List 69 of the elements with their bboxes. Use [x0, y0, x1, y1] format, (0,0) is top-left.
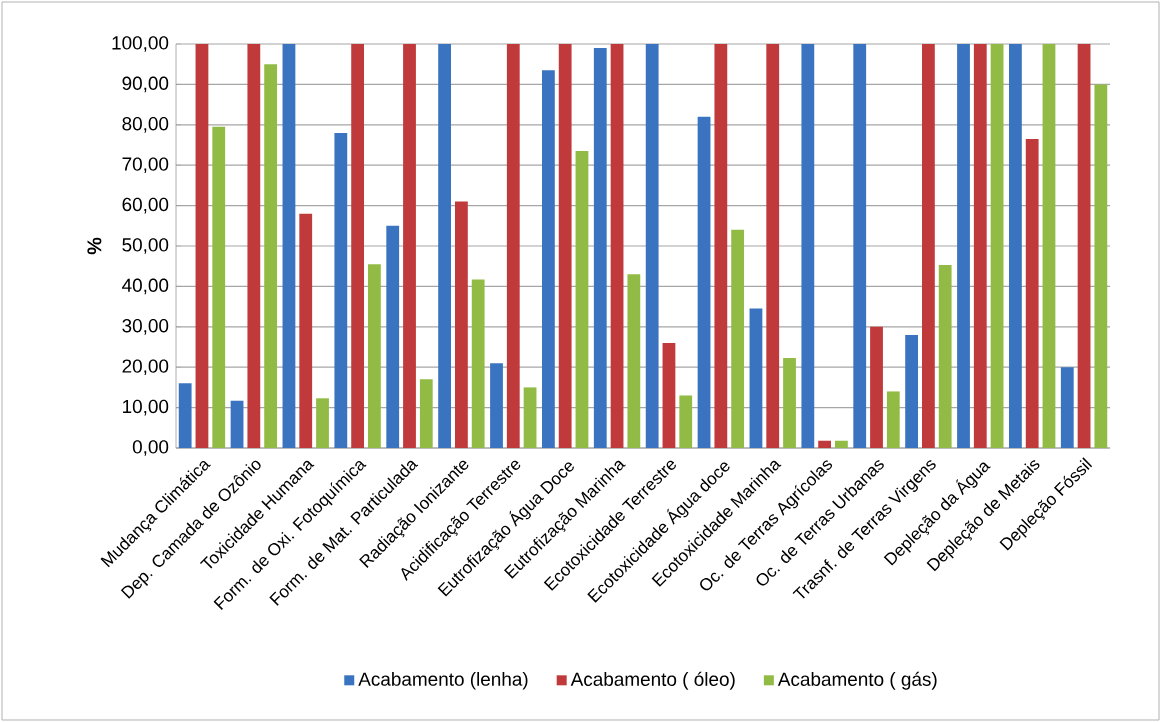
bar: [957, 43, 970, 448]
bar: [1094, 84, 1108, 448]
bar: [679, 395, 693, 448]
bar: [627, 274, 641, 448]
y-tick-label: 40,00: [122, 278, 169, 295]
bar: [575, 151, 589, 448]
y-tick-label: 60,00: [122, 197, 169, 214]
bar: [368, 264, 381, 448]
bar: [938, 264, 952, 448]
bar: [351, 43, 365, 448]
bar: [645, 43, 659, 448]
bar: [922, 43, 935, 448]
legend-label: Acabamento ( óleo): [570, 671, 735, 690]
bar: [558, 43, 572, 448]
y-tick-label: 10,00: [123, 399, 169, 416]
bar: [973, 43, 987, 448]
bar: [835, 440, 848, 448]
bar: [801, 43, 815, 448]
bar: [853, 43, 867, 448]
bar: [593, 48, 607, 448]
bar: [334, 132, 348, 448]
bar: [714, 43, 728, 448]
bar: [178, 383, 192, 448]
bar: [749, 308, 763, 448]
bar: [766, 43, 780, 448]
bar: [697, 116, 711, 448]
bar: [818, 440, 832, 448]
y-tick-label: 30,00: [122, 318, 169, 335]
y-tick-label: 50,00: [122, 238, 169, 254]
bar: [870, 326, 883, 448]
bar: [195, 43, 209, 448]
y-tick-label: 80,00: [122, 116, 169, 133]
bar: [419, 379, 433, 448]
bar: [1008, 43, 1022, 448]
bar: [731, 229, 745, 448]
bar: [490, 363, 503, 448]
bar: [662, 342, 676, 448]
legend-label: Acabamento (lenha): [358, 671, 528, 690]
bar: [230, 400, 244, 448]
bar: [247, 43, 261, 448]
bar: [1025, 138, 1039, 448]
bar: [264, 64, 278, 448]
bar: [523, 387, 537, 448]
bar: [990, 43, 1004, 448]
bar: [438, 43, 452, 448]
y-tick-label: 20,00: [122, 359, 169, 376]
bar: [610, 43, 624, 448]
bar: [471, 279, 485, 448]
y-axis-title: %: [87, 237, 102, 255]
bar: [212, 126, 226, 448]
bar: [783, 357, 796, 448]
bar: [316, 398, 329, 448]
bar: [1060, 367, 1074, 448]
bar: [886, 391, 900, 448]
bar: [454, 201, 468, 448]
bar: [282, 43, 296, 448]
bar: [506, 43, 520, 448]
bar: [541, 70, 555, 448]
bar: [1077, 43, 1091, 448]
y-tick-label: 100,00: [112, 36, 169, 52]
bar: [299, 213, 313, 448]
legend-label: Acabamento ( gás): [777, 671, 937, 690]
bar: [905, 334, 919, 448]
bar: [403, 43, 416, 448]
y-tick-label: 0,00: [132, 440, 169, 456]
bar: [386, 225, 400, 448]
y-tick-label: 90,00: [122, 76, 169, 93]
bar: [1042, 43, 1056, 448]
y-tick-label: 70,00: [122, 157, 169, 174]
